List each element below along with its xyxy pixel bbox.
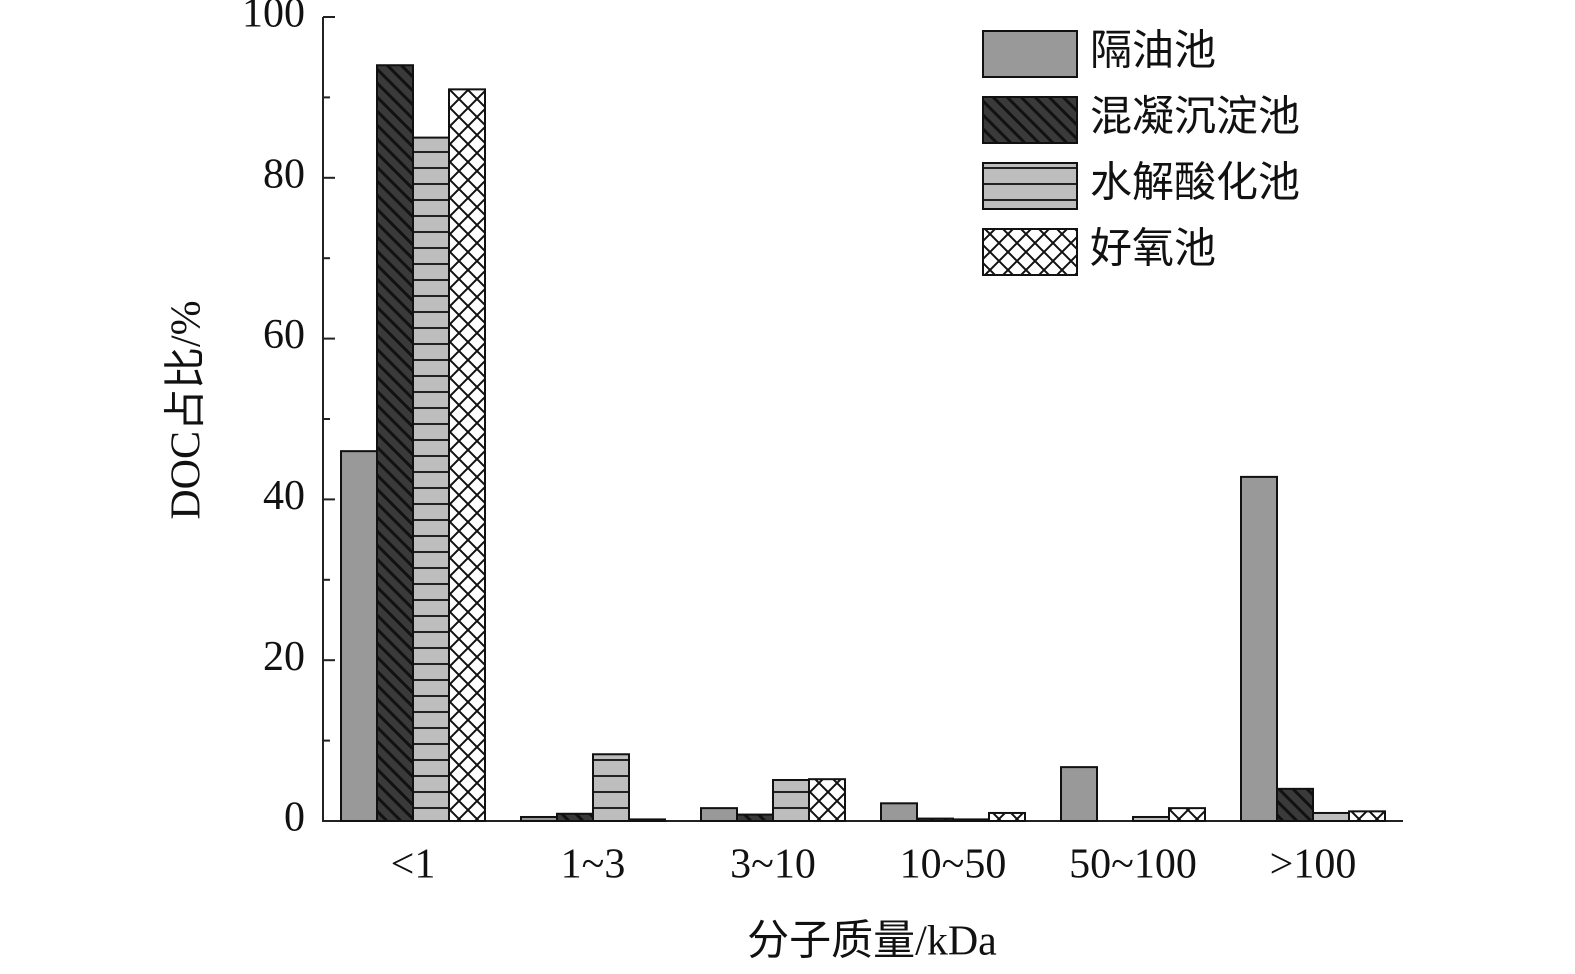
y-axis-label: DOC占比/% (164, 300, 210, 519)
bar (448, 88, 486, 823)
bar (1240, 475, 1278, 822)
bar (736, 813, 774, 822)
legend-swatch (982, 96, 1078, 144)
x-axis-label: 分子质量/kDa (747, 919, 997, 965)
bar (916, 817, 954, 823)
legend-label: 混凝沉淀池 (1090, 95, 1300, 141)
bar (592, 753, 630, 823)
bar (988, 811, 1026, 823)
bar (376, 64, 414, 823)
bar (772, 778, 810, 822)
bar (808, 778, 846, 823)
legend-label: 隔油池 (1090, 29, 1216, 75)
bar (1168, 807, 1206, 822)
y-tick-label: 100 (242, 0, 305, 37)
x-tick-label: <1 (391, 842, 436, 888)
bar (340, 450, 378, 822)
bar (412, 136, 450, 823)
bar (952, 818, 990, 823)
x-tick-label: 3~10 (730, 842, 816, 888)
legend-swatch (982, 162, 1078, 210)
legend-swatch (982, 30, 1078, 78)
legend-swatch (982, 228, 1078, 276)
legend-label: 好氧池 (1090, 227, 1216, 273)
legend-label: 水解酸化池 (1090, 161, 1300, 207)
x-tick-label: 1~3 (561, 842, 626, 888)
bar (1312, 811, 1350, 823)
bar (1276, 787, 1314, 823)
bar (556, 812, 594, 822)
bar (880, 802, 918, 823)
y-tick-label: 40 (263, 473, 305, 519)
y-tick-label: 20 (263, 634, 305, 680)
x-tick-label: 10~50 (900, 842, 1007, 888)
bar (1348, 810, 1386, 822)
x-tick-label: >100 (1270, 842, 1357, 888)
bar (628, 818, 666, 823)
x-tick-label: 50~100 (1069, 842, 1197, 888)
bar (700, 807, 738, 822)
y-tick-label: 0 (284, 795, 305, 841)
y-tick-label: 60 (263, 312, 305, 358)
bar (1132, 815, 1170, 822)
bar (520, 815, 558, 822)
y-tick-label: 80 (263, 151, 305, 197)
bar (1060, 766, 1098, 823)
